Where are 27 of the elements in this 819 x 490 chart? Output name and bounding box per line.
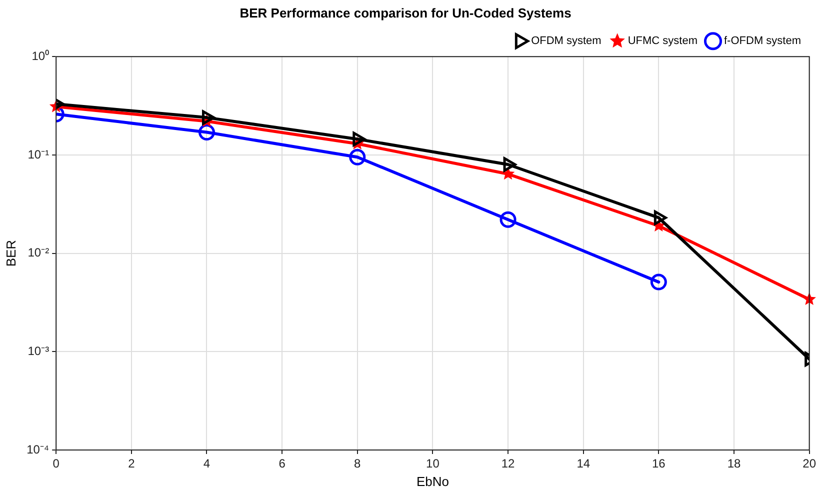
x-tick-label: 2	[128, 456, 136, 471]
legend-label: OFDM system	[531, 35, 602, 48]
legend-label: f-OFDM system	[724, 35, 802, 48]
y-tick-label: 10⁻⁴	[26, 442, 50, 456]
x-tick-label: 14	[576, 456, 590, 471]
x-tick-label: 18	[727, 456, 741, 471]
x-tick-label: 10	[426, 456, 440, 471]
y-tick-label: 10⁻¹	[28, 147, 50, 162]
point	[198, 124, 215, 141]
point	[500, 211, 516, 228]
point	[202, 110, 215, 125]
y-tick-label: 10⁰	[32, 48, 50, 63]
y-axis-title: BER	[3, 240, 18, 267]
point	[349, 148, 366, 166]
point	[650, 274, 667, 290]
x-tick-label: 8	[354, 456, 362, 471]
x-tick-label: 6	[278, 456, 286, 471]
x-tick-label: 4	[203, 456, 210, 471]
x-axis-title: EbNo	[416, 474, 449, 489]
x-tick-label: 12	[501, 456, 516, 471]
x-tick-label: 0	[52, 456, 60, 471]
y-tick-label: 10⁻³	[28, 344, 50, 358]
x-tick-label: 16	[652, 456, 666, 471]
x-tick-label: 20	[802, 456, 816, 471]
y-tick-label: 10⁻²	[28, 246, 50, 260]
legend-label: UFMC system	[628, 35, 698, 48]
chart-title: BER Performance comparison for Un-Coded Systems	[240, 5, 572, 20]
